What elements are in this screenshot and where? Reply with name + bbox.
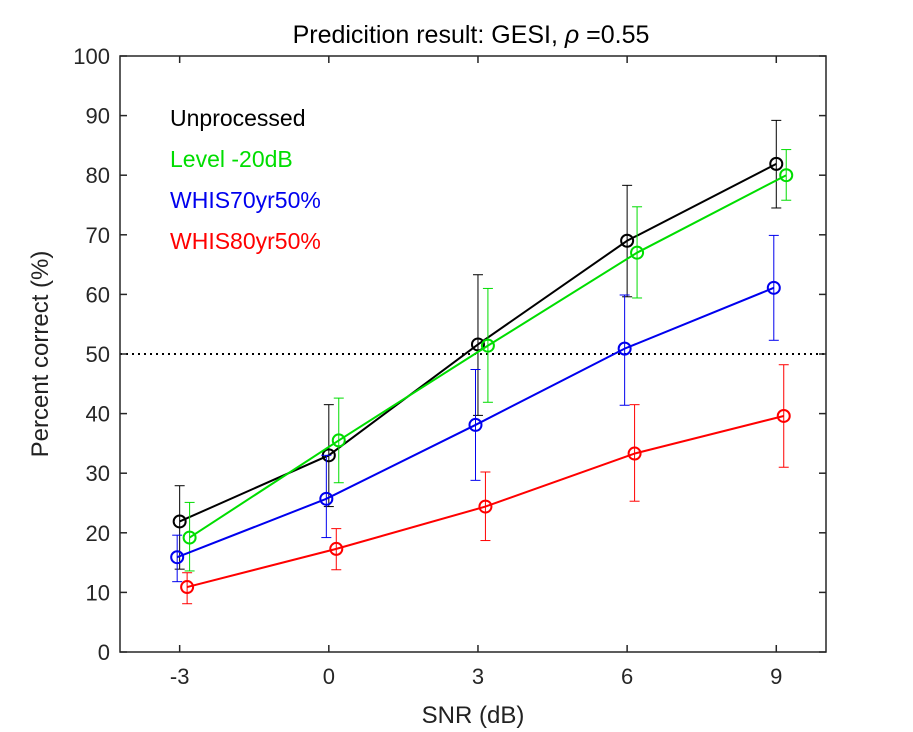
data-point <box>630 245 645 260</box>
data-point <box>468 417 483 432</box>
x-tick-label: 3 <box>472 664 484 689</box>
data-point <box>480 338 495 353</box>
data-point <box>627 446 642 461</box>
x-tick-label: 6 <box>621 664 633 689</box>
legend-entry: Unprocessed <box>170 105 306 131</box>
y-tick-label: 70 <box>86 223 110 248</box>
y-tick-label: 20 <box>86 521 110 546</box>
series-1 <box>182 149 794 572</box>
y-tick-label: 80 <box>86 163 110 188</box>
series-3 <box>180 364 791 605</box>
y-tick-label: 100 <box>73 44 110 69</box>
series-0 <box>172 119 784 570</box>
x-axis: -3 0 3 6 9 <box>170 56 782 689</box>
legend: Unprocessed Level -20dB WHIS70yr50% WHIS80y… <box>170 105 321 254</box>
data-point <box>776 408 791 423</box>
y-tick-label: 30 <box>86 461 110 486</box>
y-axis: 0 10 20 30 40 50 60 70 80 90 100 <box>73 44 826 665</box>
y-tick-label: 10 <box>86 580 110 605</box>
data-point <box>620 233 635 248</box>
data-point <box>617 341 632 356</box>
data-point <box>319 491 334 506</box>
data-point <box>470 337 485 352</box>
legend-entry: WHIS70yr50% <box>170 187 321 213</box>
data-point <box>779 168 794 183</box>
legend-entry: Level -20dB <box>170 146 293 172</box>
data-point <box>180 580 195 595</box>
data-point <box>182 530 197 545</box>
x-tick-label: 0 <box>323 664 335 689</box>
y-tick-label: 50 <box>86 342 110 367</box>
data-point <box>769 156 784 171</box>
data-point <box>331 433 346 448</box>
y-tick-label: 40 <box>86 402 110 427</box>
data-point <box>329 541 344 556</box>
title-suffix: =0.55 <box>579 21 649 49</box>
legend-entry: WHIS80yr50% <box>170 228 321 254</box>
x-tick-label: 9 <box>770 664 782 689</box>
y-axis-label: Percent correct (%) <box>27 251 54 458</box>
data-point <box>170 550 185 565</box>
y-tick-label: 0 <box>98 640 110 665</box>
series-2 <box>170 234 781 583</box>
data-point <box>766 280 781 295</box>
data-point <box>478 499 493 514</box>
title-prefix: Predicition result: GESI, <box>293 21 565 49</box>
x-tick-label: -3 <box>170 664 190 689</box>
x-axis-label: SNR (dB) <box>422 702 525 729</box>
y-tick-label: 60 <box>86 282 110 307</box>
chart-title: Predicition result: GESI, ρ =0.55 <box>293 21 650 49</box>
data-point <box>172 514 187 529</box>
title-rho-symbol: ρ <box>564 21 579 49</box>
y-tick-label: 90 <box>86 104 110 129</box>
plot-area <box>120 119 826 605</box>
